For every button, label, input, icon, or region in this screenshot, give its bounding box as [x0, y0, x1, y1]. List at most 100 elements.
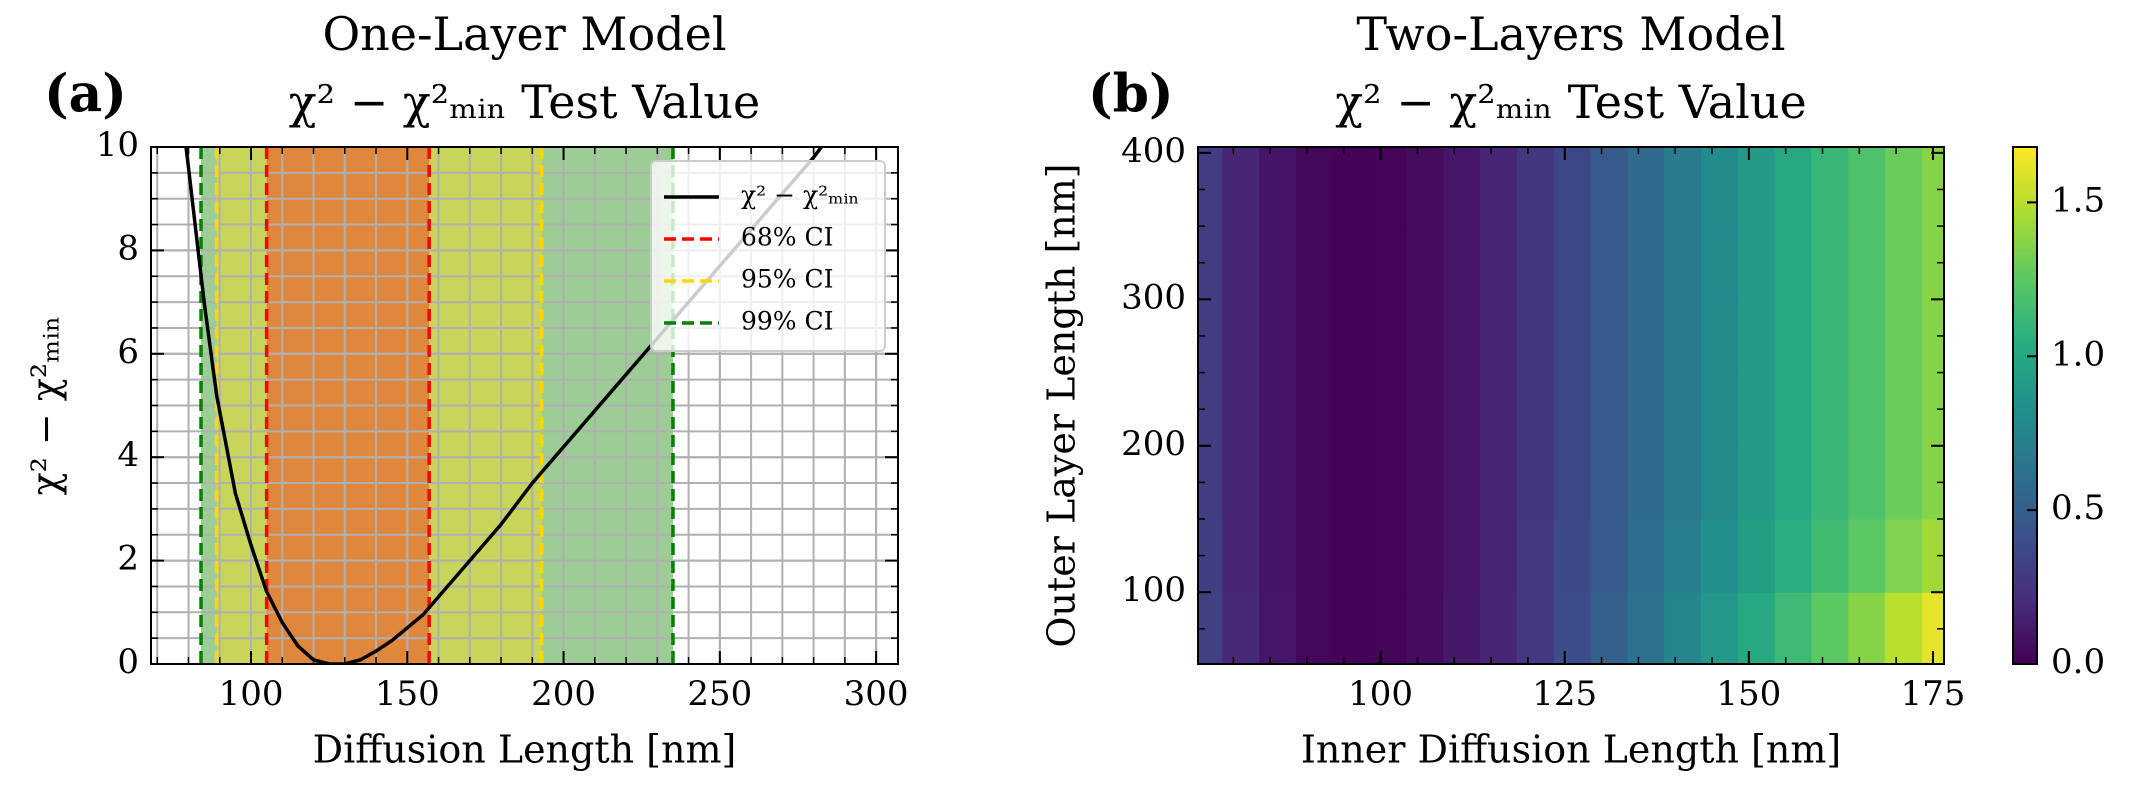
heatmap-cell: [1811, 592, 1849, 664]
y-tick-label: 300: [1121, 277, 1186, 317]
panel-label: (a): [44, 64, 127, 125]
heatmap-cell: [1553, 592, 1592, 664]
heatmap-cell: [1369, 226, 1408, 300]
heatmap-cell: [1590, 445, 1628, 520]
y-axis-label: Outer Layer Length [nm]: [1040, 163, 1084, 647]
heatmap-cell: [1774, 445, 1813, 520]
heatmap-cell: [1627, 147, 1665, 227]
heatmap-cell: [1553, 372, 1592, 447]
heatmap-cell: [1885, 519, 1923, 593]
heatmap-cell: [1848, 592, 1886, 664]
colorbar-tick-label: 1.5: [2051, 180, 2105, 220]
heatmap-cell: [1737, 372, 1776, 447]
heatmap-cell: [1921, 519, 1944, 593]
x-tick-label: 100: [219, 674, 284, 714]
heatmap-cell: [1480, 147, 1518, 227]
heatmap-cell: [1811, 147, 1849, 227]
y-tick-label: 2: [117, 539, 139, 579]
heatmap-cell: [1406, 519, 1444, 593]
heatmap-cell: [1332, 299, 1371, 374]
heatmap-cell: [1553, 299, 1592, 374]
y-tick-label: 100: [1121, 570, 1186, 610]
heatmap-cell: [1222, 519, 1260, 593]
heatmap-cell: [1516, 445, 1555, 520]
y-axis-label: χ² − χ²ₘᵢₙ: [24, 316, 68, 496]
heatmap-cell: [1664, 519, 1702, 593]
heatmap-cell: [1295, 147, 1334, 227]
heatmap-cell: [1198, 147, 1223, 227]
heatmap-cell: [1811, 519, 1849, 593]
heatmap-cell: [1406, 372, 1444, 447]
heatmap-cell: [1737, 299, 1776, 374]
heatmap-cell: [1406, 592, 1444, 664]
heatmap-cell: [1369, 592, 1408, 664]
heatmap-cell: [1369, 147, 1408, 227]
x-tick-label: 100: [1348, 674, 1413, 714]
heatmap-cell: [1848, 226, 1886, 300]
heatmap-cell: [1295, 299, 1334, 374]
heatmap-cell: [1480, 592, 1518, 664]
heatmap-cell: [1885, 226, 1923, 300]
heatmap-cell: [1664, 592, 1702, 664]
x-tick-label: 125: [1532, 674, 1597, 714]
heatmap-cell: [1406, 147, 1444, 227]
heatmap-cell: [1443, 519, 1481, 593]
heatmap-cell: [1332, 372, 1371, 447]
heatmap-cell: [1332, 592, 1371, 664]
y-tick-label: 200: [1121, 424, 1186, 464]
heatmap-cell: [1516, 147, 1555, 227]
heatmap-cell: [1700, 372, 1739, 447]
heatmap-cell: [1259, 147, 1297, 227]
legend-label: 68% CI: [741, 223, 834, 252]
heatmap-cell: [1516, 519, 1555, 593]
heatmap-cell: [1885, 592, 1923, 664]
heatmap-cell: [1259, 592, 1297, 664]
heatmap-cell: [1664, 299, 1702, 374]
heatmap-cell: [1700, 147, 1739, 227]
heatmap-cell: [1590, 372, 1628, 447]
x-tick-label: 250: [687, 674, 752, 714]
x-tick-label: 175: [1901, 674, 1966, 714]
heatmap-cell: [1885, 445, 1923, 520]
heatmap-cell: [1737, 445, 1776, 520]
heatmap-cell: [1553, 147, 1592, 227]
heatmap-cell: [1295, 226, 1334, 300]
x-axis-label: Inner Diffusion Length [nm]: [1301, 728, 1841, 772]
heatmap-cell: [1848, 372, 1886, 447]
heatmap-cell: [1627, 299, 1665, 374]
colorbar-tick-label: 0.0: [2051, 642, 2105, 682]
heatmap-cell: [1627, 592, 1665, 664]
chart-title: Two-Layers Model: [1356, 7, 1785, 61]
heatmap-cell: [1848, 445, 1886, 520]
heatmap-cell: [1700, 592, 1739, 664]
heatmap-cell: [1627, 519, 1665, 593]
heatmap-cell: [1811, 445, 1849, 520]
heatmap-cell: [1259, 226, 1297, 300]
colorbar-tick-label: 0.5: [2051, 488, 2105, 528]
heatmap-cell: [1664, 445, 1702, 520]
heatmap-cell: [1222, 372, 1260, 447]
heatmap-cell: [1259, 372, 1297, 447]
heatmap-cell: [1700, 445, 1739, 520]
heatmap-cell: [1332, 147, 1371, 227]
heatmap-cell: [1848, 299, 1886, 374]
heatmap-cell: [1295, 592, 1334, 664]
heatmap-cell: [1921, 226, 1944, 300]
y-tick-label: 10: [96, 125, 139, 165]
heatmap-cell: [1295, 372, 1334, 447]
x-axis-label: Diffusion Length [nm]: [313, 728, 737, 772]
heatmap-cell: [1553, 519, 1592, 593]
heatmap-cell: [1921, 147, 1944, 227]
heatmap-cell: [1259, 519, 1297, 593]
heatmap-cell: [1627, 226, 1665, 300]
chart-title: One-Layer Model: [322, 7, 726, 61]
heatmap-cell: [1443, 372, 1481, 447]
y-tick-label: 0: [117, 642, 139, 682]
heatmap-cell: [1480, 299, 1518, 374]
y-tick-label: 4: [117, 435, 139, 475]
panel-label: (b): [1088, 64, 1174, 125]
heatmap-cell: [1259, 445, 1297, 520]
heatmap-cell: [1811, 372, 1849, 447]
x-tick-label: 150: [375, 674, 440, 714]
